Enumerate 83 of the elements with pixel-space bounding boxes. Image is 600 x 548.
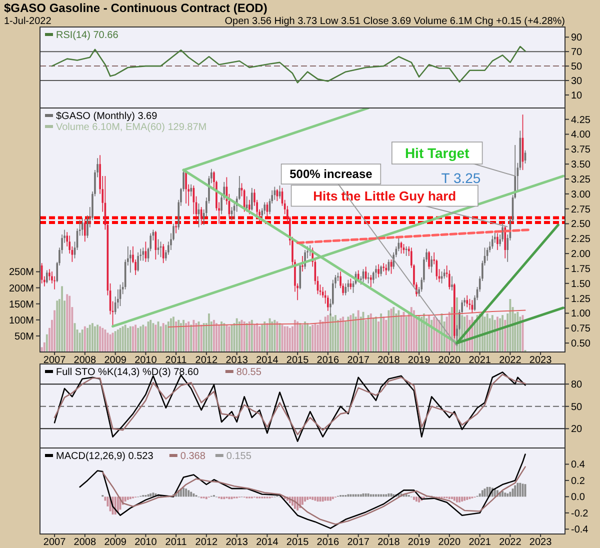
x-tick-label: 2020 bbox=[438, 537, 461, 548]
x-tick-label: 2010 bbox=[134, 537, 158, 548]
x-tick-label: 2009 bbox=[104, 537, 127, 548]
y-tick-label: 1.50 bbox=[571, 278, 591, 290]
x-tick-label: 2013 bbox=[226, 355, 248, 366]
x-tick-label: 2022 bbox=[499, 355, 522, 366]
x-tick-label: 2019 bbox=[408, 537, 431, 548]
x-tick-label: 2007 bbox=[43, 355, 66, 366]
y-tick-label: 3.00 bbox=[571, 189, 591, 200]
x-tick-label: 2020 bbox=[438, 355, 461, 366]
y-tick-label: -0.2 bbox=[571, 508, 589, 520]
x-tick-label: 2016 bbox=[316, 355, 340, 366]
legend-label: 0.368 bbox=[180, 451, 206, 462]
x-tick-label: 2015 bbox=[286, 355, 310, 366]
x-tick-label: 2011 bbox=[165, 355, 188, 366]
x-tick-label: 2017 bbox=[347, 537, 370, 548]
x-tick-label: 2008 bbox=[74, 537, 96, 548]
y-tick-label: 2.50 bbox=[571, 219, 591, 230]
annotation: Hits the Little Guy hard bbox=[313, 188, 456, 204]
annotation: Hit Target bbox=[404, 144, 470, 161]
y-tick-label: -0.4 bbox=[571, 524, 589, 536]
chart-subtitle: 1-Jul-2022 bbox=[4, 16, 52, 27]
x-tick-label: 2021 bbox=[468, 355, 492, 366]
y-tick-label: 0.2 bbox=[571, 476, 586, 487]
legend-label: RSI(14) 70.66 bbox=[56, 30, 119, 41]
y-tick-label: 4.25 bbox=[571, 114, 591, 126]
legend-label: 80.55 bbox=[236, 367, 262, 378]
y-tick-label: 20 bbox=[571, 424, 583, 436]
y-tick-label: 30 bbox=[571, 76, 583, 88]
x-tick-label: 2019 bbox=[408, 355, 431, 366]
y-tick-label: 2.75 bbox=[571, 204, 591, 216]
x-tick-label: 2021 bbox=[468, 537, 492, 548]
y-tick-label: 10 bbox=[571, 90, 583, 102]
annotation: 500% increase bbox=[290, 167, 373, 182]
legend-label: $GASO (Monthly) 3.69 bbox=[56, 111, 158, 122]
x-tick-label: 2018 bbox=[378, 355, 400, 366]
x-tick-label: 2022 bbox=[499, 537, 522, 548]
x-tick-label: 2023 bbox=[529, 537, 552, 548]
x-tick-label: 2015 bbox=[286, 537, 310, 548]
legend-label: 0.155 bbox=[226, 451, 252, 462]
y2-tick-label: 150M bbox=[8, 299, 34, 310]
x-tick-label: 2018 bbox=[378, 537, 400, 548]
chart-title: $GASO Gasoline - Continuous Contract (EOD) bbox=[4, 1, 268, 15]
y-tick-label: 90 bbox=[571, 32, 583, 44]
x-tick-label: 2013 bbox=[226, 537, 248, 548]
y-tick-label: 0.75 bbox=[571, 324, 591, 335]
x-tick-label: 2017 bbox=[347, 355, 370, 366]
legend-label: Full STO %K(14,3) %D(3) 78.60 bbox=[56, 367, 200, 378]
x-tick-label: 2014 bbox=[256, 355, 279, 366]
y-tick-label: 70 bbox=[571, 47, 583, 58]
x-tick-label: 2012 bbox=[195, 355, 218, 366]
legend-label: Volume 6.10M, EMA(60) 129.87M bbox=[56, 122, 207, 133]
legend-label: MACD(12,26,9) 0.523 bbox=[56, 451, 154, 462]
y-tick-label: 4.00 bbox=[571, 130, 591, 141]
y-tick-label: 50 bbox=[571, 402, 583, 413]
y2-tick-label: 100M bbox=[8, 315, 34, 326]
y-tick-label: 3.50 bbox=[571, 160, 591, 171]
y-tick-label: 1.25 bbox=[571, 294, 591, 305]
y-tick-label: 50 bbox=[571, 62, 583, 73]
y2-tick-label: 250M bbox=[8, 267, 34, 278]
y-tick-label: 80 bbox=[571, 380, 583, 391]
y-tick-label: 0.0 bbox=[571, 492, 586, 504]
x-tick-label: 2009 bbox=[104, 355, 127, 366]
annotation: T 3.25 bbox=[441, 170, 481, 186]
text: Open 3.56 High 3.73 Low 3.51 Close 3.69 Volume 6.1M Chg +0.15 (+4.28%) bbox=[224, 16, 565, 27]
y-tick-label: 0.50 bbox=[571, 338, 591, 350]
x-tick-label: 2010 bbox=[134, 355, 158, 366]
y2-tick-label: 200M bbox=[8, 283, 34, 294]
x-tick-label: 2014 bbox=[256, 537, 279, 548]
y-tick-label: 1.75 bbox=[571, 264, 591, 275]
y-tick-label: 2.25 bbox=[571, 234, 591, 246]
x-tick-label: 2023 bbox=[529, 355, 552, 366]
y-tick-label: 0.4 bbox=[571, 460, 586, 471]
x-tick-label: 2012 bbox=[195, 537, 218, 548]
x-tick-label: 2011 bbox=[165, 537, 188, 548]
y-tick-label: 1.00 bbox=[571, 308, 591, 320]
y2-tick-label: 50M bbox=[14, 331, 34, 342]
x-tick-label: 2007 bbox=[43, 537, 66, 548]
x-tick-label: 2016 bbox=[316, 537, 340, 548]
y-tick-label: 2.00 bbox=[571, 249, 591, 260]
x-tick-label: 2008 bbox=[74, 355, 96, 366]
y-tick-label: 3.25 bbox=[571, 174, 591, 186]
y-tick-label: 3.75 bbox=[571, 144, 591, 156]
